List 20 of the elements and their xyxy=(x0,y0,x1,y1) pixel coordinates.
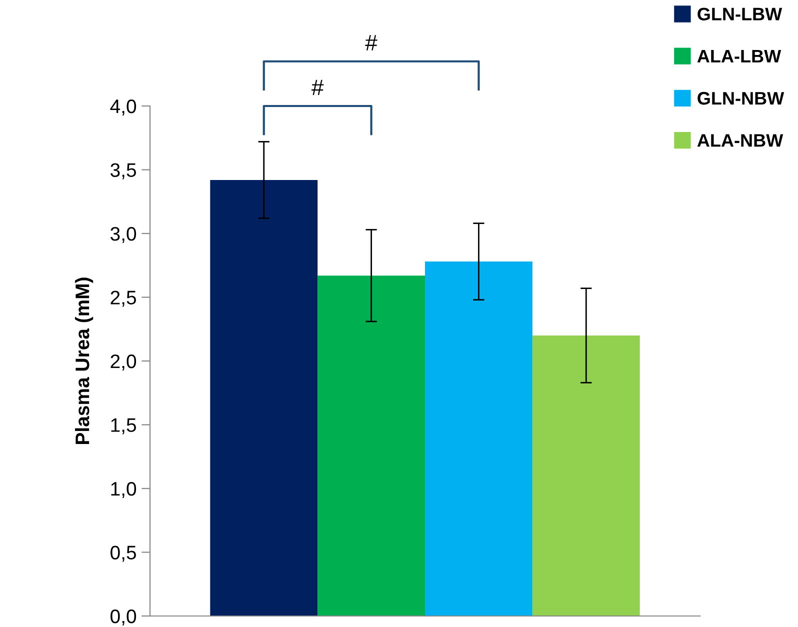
bar xyxy=(210,180,318,616)
legend-label: ALA-LBW xyxy=(697,50,782,62)
legend-label: ALA-NBW xyxy=(697,134,784,147)
legend-label: GLN-LBW xyxy=(698,8,782,20)
text: # xyxy=(365,35,378,50)
bar xyxy=(318,276,425,616)
y-tick-label: 4,0 xyxy=(110,99,136,116)
legend-label: GLN-NBW xyxy=(698,92,784,105)
y-tick-label: 0,0 xyxy=(110,609,136,626)
y-tick-label: 2,5 xyxy=(110,290,136,307)
y-tick-label: 3,5 xyxy=(110,163,136,180)
y-tick-label: 1,5 xyxy=(111,418,136,434)
y-tick-label: 0,5 xyxy=(110,546,136,562)
y-axis-title: Plasma Urea (mM) xyxy=(74,278,94,444)
text: # xyxy=(311,80,324,96)
y-tick-label: 2,0 xyxy=(110,354,136,371)
y-tick-label: 1,0 xyxy=(111,482,136,498)
y-tick-label: 3,0 xyxy=(110,226,136,244)
bar xyxy=(532,336,640,616)
bar xyxy=(425,262,532,616)
